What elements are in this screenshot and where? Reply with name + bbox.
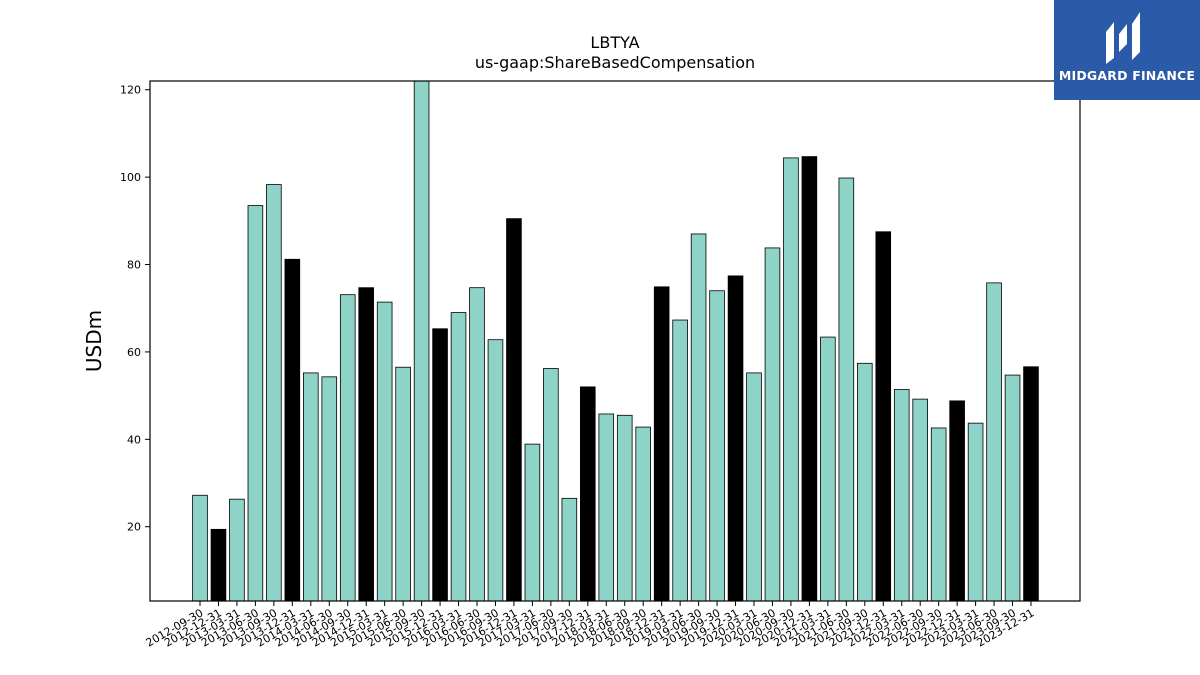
bar-2022-12-31 — [949, 400, 965, 602]
bar-2013-09-30 — [266, 184, 282, 602]
bar-2013-03-31 — [229, 498, 245, 602]
bar-2016-06-30 — [469, 287, 485, 602]
bar-2014-03-31 — [303, 372, 319, 602]
bar-2022-06-30 — [912, 398, 928, 602]
bar-2023-12-31 — [1023, 366, 1039, 602]
bar-2016-09-30 — [487, 339, 504, 602]
bar-2021-06-30 — [838, 177, 855, 602]
bar-2015-12-31 — [432, 328, 448, 602]
logo-mark-icon — [1106, 12, 1140, 64]
bar-2021-09-30 — [857, 362, 873, 602]
logo-text: MIDGARD FINANCE — [1058, 68, 1196, 83]
bar-2018-03-31 — [598, 413, 615, 602]
chart-title: LBTYA — [590, 33, 639, 52]
y-axis-label: USDm — [82, 310, 106, 372]
chart-subtitle: us-gaap:ShareBasedCompensation — [475, 53, 755, 72]
bar-2023-09-30 — [1004, 374, 1021, 602]
bars — [192, 80, 1039, 602]
x-axis: 2012-09-302012-12-312013-03-312013-06-30… — [144, 601, 1037, 650]
y-tick-label: 20 — [127, 521, 141, 534]
bar-2014-09-30 — [339, 294, 356, 602]
y-tick-label: 100 — [120, 171, 141, 184]
bar-2019-03-31 — [672, 319, 688, 602]
bar-2020-12-31 — [801, 156, 818, 602]
y-tick-label: 40 — [127, 433, 141, 446]
y-axis: 20 40 60 80 100 120 — [120, 84, 150, 534]
bar-2018-06-30 — [616, 414, 633, 602]
bar-2015-03-31 — [376, 301, 393, 602]
bar-2022-03-31 — [893, 389, 910, 602]
bar-2019-09-30 — [709, 290, 725, 602]
bar-2014-06-30 — [321, 376, 338, 602]
bar-2016-03-31 — [450, 312, 467, 602]
bar-2020-06-30 — [764, 247, 781, 602]
bar-2020-03-31 — [746, 372, 762, 602]
midgard-finance-logo: MIDGARD FINANCE — [1054, 0, 1200, 100]
bar-2015-09-30 — [413, 80, 430, 602]
bar-2017-06-30 — [543, 368, 559, 602]
bar-2023-06-30 — [986, 282, 1002, 602]
bar-2021-03-31 — [820, 336, 836, 602]
bar-2016-12-31 — [506, 218, 522, 602]
bar-2021-12-31 — [875, 231, 892, 602]
bar-2012-09-30 — [192, 494, 208, 602]
bar-2017-03-31 — [524, 443, 541, 602]
bar-2020-09-30 — [783, 157, 799, 602]
bar-2012-12-31 — [210, 528, 227, 602]
bar-2018-12-31 — [653, 286, 670, 602]
bar-2013-12-31 — [284, 258, 301, 602]
bar-2018-09-30 — [635, 426, 651, 602]
y-tick-label: 80 — [127, 259, 141, 272]
bar-2013-06-30 — [247, 205, 264, 602]
bar-2015-06-30 — [395, 366, 411, 602]
y-tick-label: 60 — [127, 346, 141, 359]
bar-2023-03-31 — [967, 422, 984, 602]
bar-2019-06-30 — [690, 233, 707, 602]
bar-2017-12-31 — [580, 386, 596, 602]
bar-2014-12-31 — [358, 287, 374, 602]
bar-2019-12-31 — [727, 275, 744, 602]
plot-frame — [149, 80, 1081, 602]
bar-2017-09-30 — [561, 497, 578, 602]
bar-2022-09-30 — [930, 427, 947, 602]
y-tick-label: 120 — [120, 84, 141, 97]
